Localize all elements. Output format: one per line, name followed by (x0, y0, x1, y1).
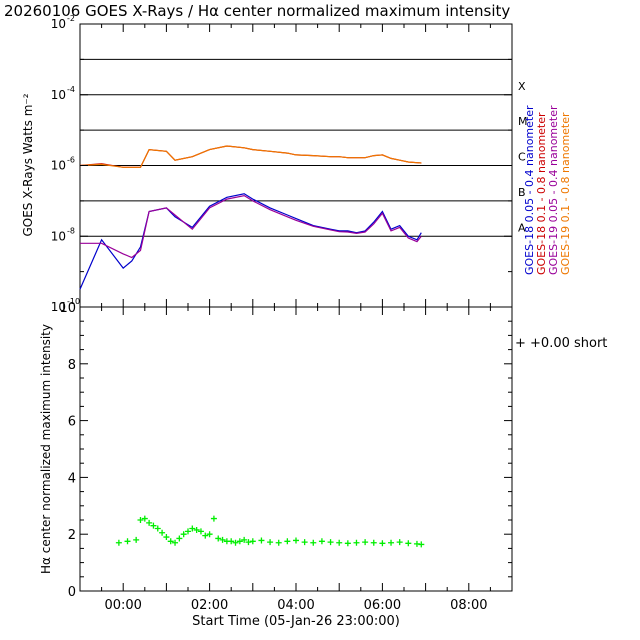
halpha-point (318, 538, 325, 545)
goes-legend-entry: GOES-19 0.1 - 0.8 nanometer (559, 112, 572, 275)
halpha-point (137, 517, 144, 523)
halpha-point (388, 539, 395, 546)
x-tick-label: 06:00 (364, 598, 401, 613)
y-tick-exponent: -10 (67, 297, 80, 306)
halpha-point (133, 536, 140, 543)
halpha-point (327, 539, 334, 546)
y-tick-exponent: -4 (67, 85, 75, 94)
x-tick-label: 08:00 (450, 598, 487, 613)
halpha-panel-frame (79, 306, 513, 592)
halpha-point (258, 537, 265, 544)
y-tick-label: 6 (68, 415, 76, 430)
halpha-point (344, 540, 351, 547)
y-tick-label: 10 (51, 159, 66, 173)
goes-series-line (80, 194, 422, 259)
halpha-point (150, 522, 157, 529)
halpha-point (284, 538, 291, 545)
halpha-point (310, 539, 317, 546)
halpha-point (396, 539, 403, 546)
halpha-point (245, 539, 252, 546)
flare-class-labels: A B C M X (518, 80, 528, 235)
halpha-y-ticks: 0 2 4 6 8 10 (59, 301, 512, 600)
halpha-point (193, 526, 200, 533)
halpha-point (228, 538, 235, 545)
halpha-point (336, 539, 343, 546)
goes-series-line (79, 145, 422, 168)
halpha-point (301, 539, 308, 546)
halpha-point (379, 540, 386, 547)
y-tick-label: 0 (68, 585, 76, 600)
halpha-point (362, 539, 369, 546)
y-tick-label: 10 (59, 301, 76, 316)
y-tick-label: 4 (68, 471, 76, 486)
halpha-point (293, 537, 299, 544)
x-tick-label: 04:00 (277, 598, 314, 613)
halpha-points-group (115, 515, 425, 548)
y-tick-exponent: -2 (67, 14, 75, 23)
halpha-point (189, 525, 196, 532)
halpha-point (197, 528, 204, 535)
x-tick-label: 00:00 (104, 598, 141, 613)
halpha-point (146, 519, 153, 526)
halpha-point (370, 539, 377, 546)
x-axis-ticks: 00:00 02:00 04:00 06:00 08:00 (79, 24, 513, 613)
halpha-point (210, 515, 217, 522)
halpha-point (180, 531, 187, 538)
x-axis-label: Start Time (05-Jan-26 23:00:00) (192, 614, 400, 629)
halpha-point (185, 528, 191, 535)
halpha-point (405, 540, 412, 547)
goes-legend-entry: GOES-18 0.05 - 0.4 nanometer (523, 105, 536, 275)
halpha-point (267, 539, 274, 546)
y-tick-label: 2 (68, 528, 76, 543)
flare-class-label: C (518, 151, 526, 164)
goes-legend-entry: GOES-18 0.1 - 0.8 nanometer (535, 112, 548, 275)
halpha-point (159, 529, 166, 536)
y-tick-label: 10 (51, 88, 66, 102)
halpha-point (141, 515, 148, 522)
halpha-point (172, 539, 179, 546)
y-tick-label: 10 (51, 300, 66, 314)
goes-series-group (79, 145, 422, 290)
y-tick-label: 10 (51, 17, 66, 31)
flare-level-lines (80, 58, 512, 237)
flare-class-label: M (518, 115, 528, 128)
halpha-point (236, 538, 243, 545)
flare-class-label: A (518, 221, 526, 234)
chart-title: 20260106 GOES X-Rays / Hα center normali… (4, 2, 511, 20)
y-tick-exponent: -6 (67, 156, 75, 165)
halpha-point (206, 531, 213, 538)
halpha-point (202, 532, 209, 539)
goes-series-line (79, 193, 422, 290)
halpha-point (124, 538, 131, 545)
goes-legend-entry: GOES-19 0.05 - 0.4 nanometer (547, 105, 560, 275)
x-tick-label: 02:00 (191, 598, 228, 613)
goes-legend: GOES-18 0.05 - 0.4 nanometer GOES-18 0.1 … (523, 105, 572, 275)
halpha-point (232, 539, 239, 546)
flare-class-label: B (518, 186, 526, 199)
halpha-point (249, 538, 256, 545)
halpha-point (163, 534, 170, 541)
halpha-point (215, 535, 222, 542)
halpha-point (353, 539, 360, 546)
y-tick-label: 8 (68, 358, 76, 373)
halpha-point (167, 538, 174, 545)
halpha-point (241, 536, 248, 543)
halpha-point (176, 535, 183, 542)
halpha-point (115, 539, 122, 546)
halpha-point (275, 539, 282, 546)
y-tick-exponent: -8 (67, 226, 75, 235)
halpha-y-axis-label: Hα center normalized maximum intensity (39, 324, 53, 574)
flare-class-label: X (518, 80, 526, 93)
goes-y-axis-label: GOES X-Rays Watts m⁻² (21, 93, 35, 236)
halpha-point (418, 541, 425, 548)
halpha-legend: + +0.00 short (515, 336, 607, 351)
halpha-point (219, 536, 226, 543)
y-tick-label: 10 (51, 229, 66, 243)
halpha-point (154, 525, 161, 532)
